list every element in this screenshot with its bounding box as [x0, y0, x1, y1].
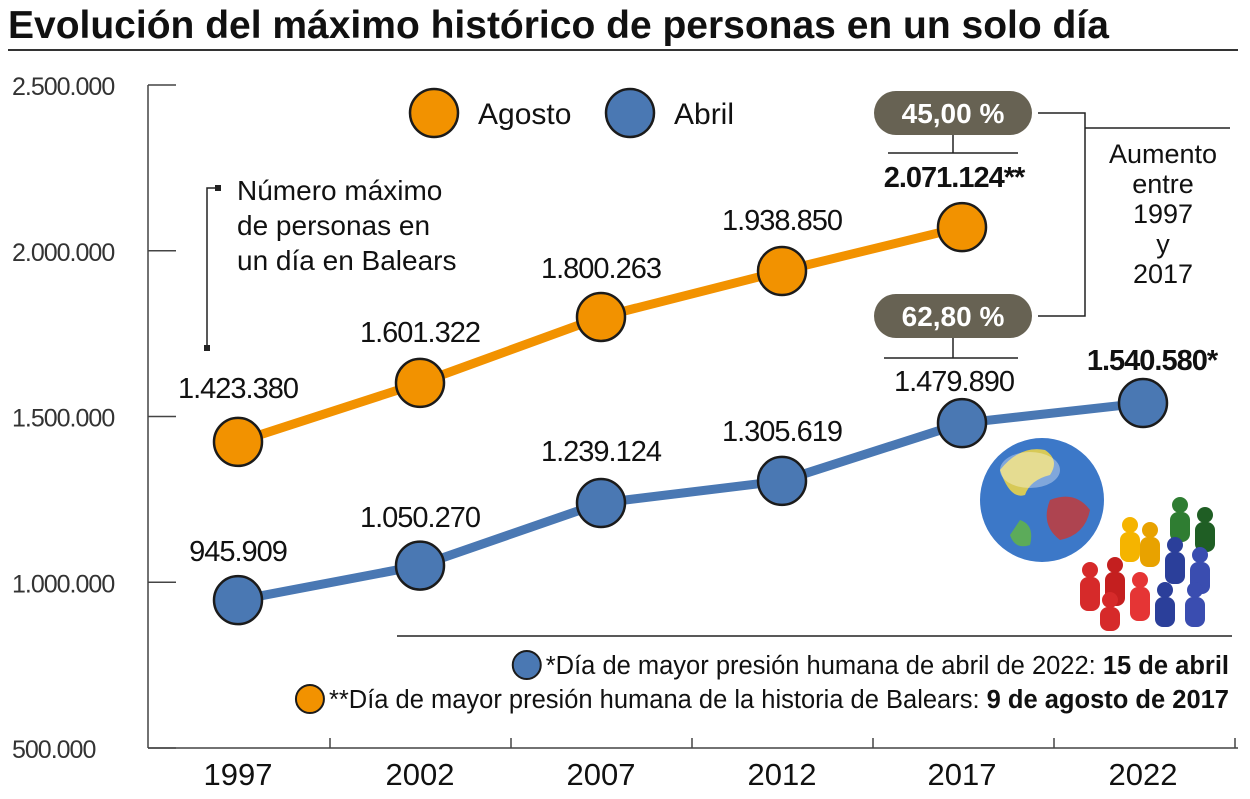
x-tick-label: 2017 [928, 757, 997, 792]
x-tick-label: 2022 [1109, 757, 1178, 792]
data-point [575, 477, 627, 529]
increase-badge-abril: 62,80 % [902, 301, 1005, 332]
series-layer: 1.423.380 1.601.322 1.800.263 1.938.850 2.07… [178, 162, 1220, 626]
increase-label-line: entre [1132, 169, 1194, 199]
increase-label-line: y [1156, 229, 1170, 259]
data-label: 1.305.619 [722, 416, 842, 448]
footnote-1: *Día de mayor presión humana de abril de… [546, 652, 1229, 680]
legend-marker [604, 87, 656, 139]
footnote-marker [294, 684, 325, 714]
data-label: 1.479.890 [894, 366, 1014, 398]
x-tick-label: 1997 [204, 757, 273, 792]
axes: 2.500.000 2.000.000 1.500.000 1.000.000 500.… [12, 73, 1238, 792]
data-label: 2.071.124** [884, 162, 1026, 194]
x-tick-label: 2007 [567, 757, 636, 792]
annotation-note-line: un día en Balears [237, 245, 457, 276]
y-tick-label: 1.500.000 [12, 405, 114, 433]
footnote-bold: 9 de agosto de 2017 [987, 686, 1229, 714]
data-point [936, 201, 988, 253]
legend-entry: Agosto [478, 98, 571, 131]
increase-label-line: Aumento [1109, 139, 1217, 169]
globe-people-illustration [980, 438, 1215, 631]
annotations-layer: Agosto Abril Número máximo de personas en un… [204, 87, 1232, 714]
data-point [394, 357, 446, 409]
increase-badge-abril-bg [874, 294, 1032, 338]
x-tick-label: 2002 [386, 757, 455, 792]
note-marker [204, 345, 210, 351]
annotation-note-line: de personas en [237, 210, 430, 241]
data-label: 1.540.580* [1087, 345, 1219, 377]
y-tick-label: 2.000.000 [12, 239, 114, 267]
y-tick-label: 2.500.000 [12, 73, 114, 101]
note-bracket [206, 187, 218, 348]
chart-title: Evolución del máximo histórico de person… [8, 4, 1109, 47]
series-line-abril [237, 398, 1144, 605]
data-point [575, 291, 627, 343]
data-label: 1.239.124 [541, 436, 662, 468]
footnote-text: **Día de mayor presión humana de la hist… [329, 686, 987, 714]
footnote-marker [511, 650, 542, 680]
data-point [212, 416, 264, 468]
data-label: 945.909 [189, 536, 287, 568]
increase-bracket [1038, 112, 1086, 317]
annotation-note-line: Número máximo [237, 175, 442, 206]
data-label: 1.423.380 [178, 373, 298, 405]
legend-entry: Abril [674, 98, 734, 131]
footnote-2: **Día de mayor presión humana de la hist… [329, 686, 1229, 714]
y-tick-label: 1.000.000 [12, 570, 114, 598]
note-marker [215, 185, 221, 191]
increase-badge-agosto: 45,00 % [902, 98, 1005, 129]
data-label: 1.050.270 [360, 502, 480, 534]
increase-label-line: 1997 [1133, 199, 1193, 229]
x-tick-label: 2012 [748, 757, 817, 792]
increase-label-line: 2017 [1133, 259, 1193, 289]
data-point [936, 397, 988, 449]
data-label: 1.601.322 [360, 317, 480, 349]
data-point [212, 574, 264, 626]
data-label: 1.800.263 [541, 253, 661, 285]
data-point [756, 455, 808, 507]
data-point [1117, 377, 1169, 429]
data-point [756, 245, 808, 297]
footnote-text: *Día de mayor presión humana de abril de… [546, 652, 1103, 680]
y-tick-label: 500.000 [12, 736, 95, 764]
footnote-bold: 15 de abril [1103, 652, 1229, 680]
data-point [394, 540, 446, 591]
legend-marker [408, 87, 460, 139]
data-label: 1.938.850 [722, 205, 842, 237]
people-figures-icon [1080, 497, 1215, 631]
increase-badge-agosto-bg [874, 91, 1032, 135]
